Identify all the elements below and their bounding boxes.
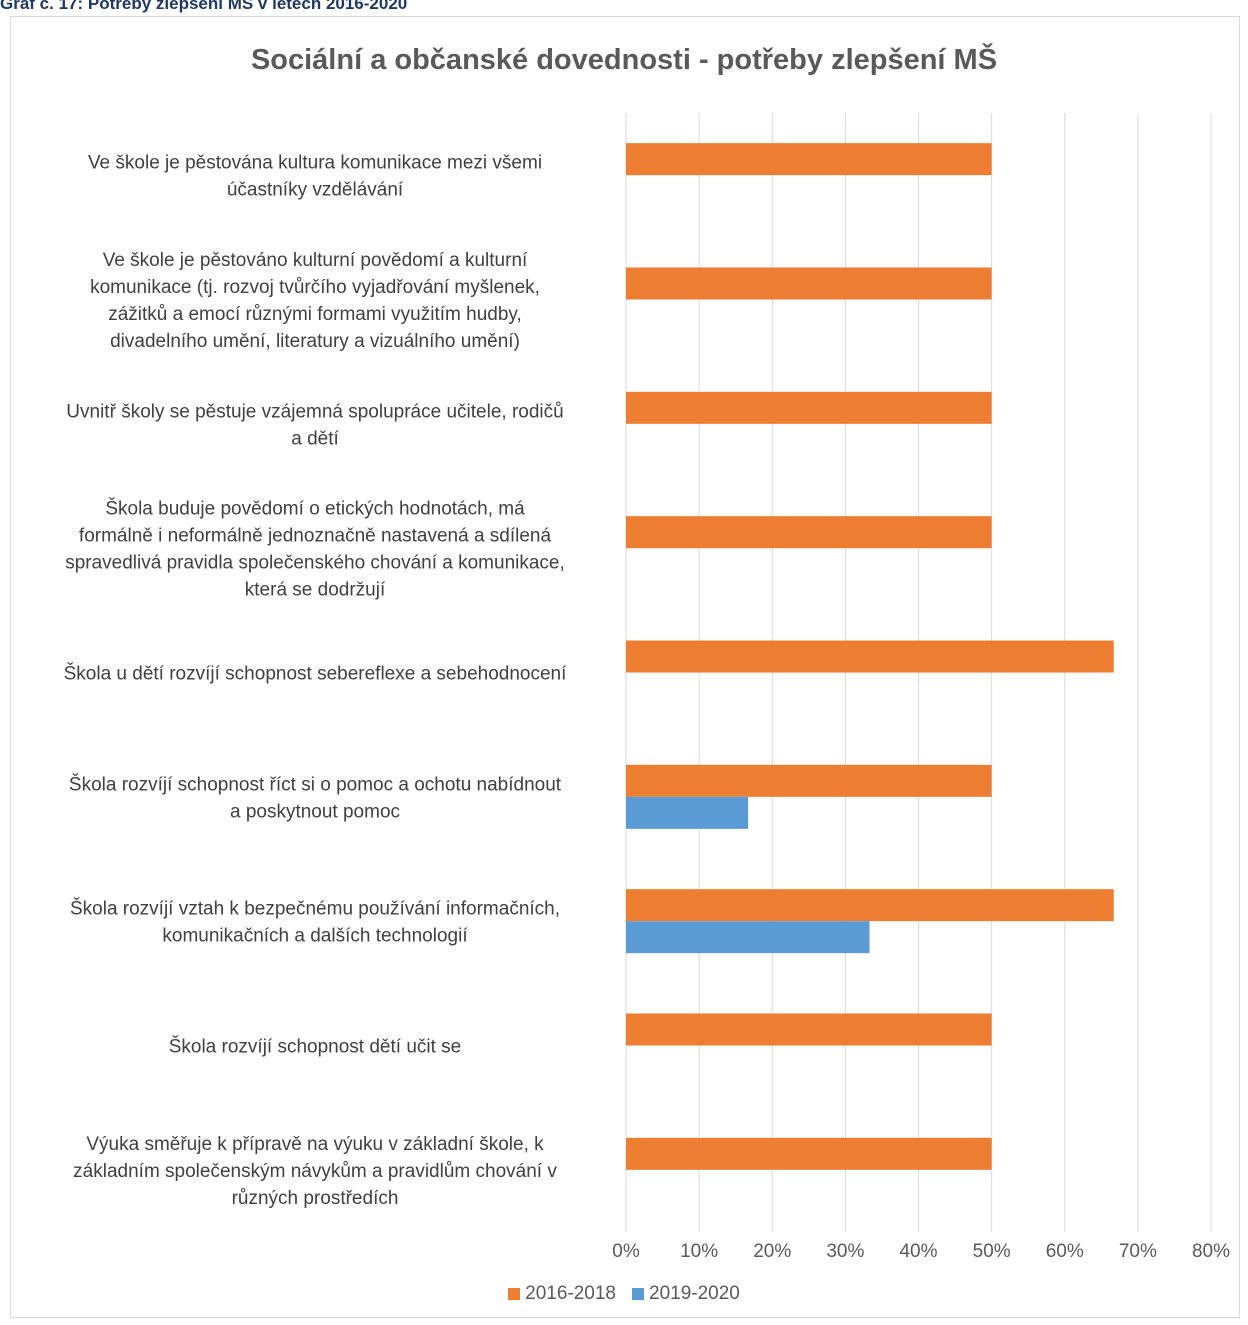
bar-2016-2018-1 xyxy=(626,267,992,300)
bar-2016-2018-8 xyxy=(626,1137,992,1170)
category-label: Škola rozvíjí schopnost říct si o pomoc … xyxy=(69,773,562,822)
x-tick-label: 80% xyxy=(1192,1241,1230,1262)
category-label: Ve škole je pěstováno kulturní povědomí … xyxy=(90,250,540,352)
x-tick-label: 70% xyxy=(1119,1241,1157,1262)
category-label: Uvnitř školy se pěstuje vzájemná spolupr… xyxy=(66,401,563,449)
legend-item-2016-2018: 2016-2018 xyxy=(508,1283,616,1305)
bar-2016-2018-5 xyxy=(626,764,992,797)
legend-swatch-2016-2018 xyxy=(508,1288,521,1300)
bar-2019-2020-6 xyxy=(626,921,870,954)
legend: 2016-2018 2019-2020 xyxy=(0,1283,1248,1305)
category-label: Škola buduje povědomí o etických hodnotá… xyxy=(65,498,565,601)
bar-2016-2018-4 xyxy=(626,640,1114,673)
chart-title: Sociální a občanské dovednosti - potřeby… xyxy=(250,44,998,76)
x-tick-label: 60% xyxy=(1046,1241,1084,1262)
x-tick-label: 0% xyxy=(612,1241,640,1262)
bar-2016-2018-2 xyxy=(626,391,992,424)
bar-2016-2018-6 xyxy=(626,889,1114,922)
x-tick-label: 40% xyxy=(899,1241,937,1262)
x-tick-label: 30% xyxy=(826,1241,864,1262)
x-tick-label: 10% xyxy=(680,1241,718,1262)
x-tick-label: 50% xyxy=(973,1241,1011,1262)
category-label: Škola rozvíjí schopnost dětí učit se xyxy=(169,1036,462,1058)
legend-label-2016-2018: 2016-2018 xyxy=(525,1283,616,1304)
bar-2016-2018-0 xyxy=(626,143,992,176)
bar-2016-2018-7 xyxy=(626,1013,992,1046)
figure-caption: Graf č. 17: Potřeby zlepšení MŠ v letech… xyxy=(0,0,408,13)
category-label: Škola u dětí rozvíjí schopnost seberefle… xyxy=(64,663,567,685)
bar-2016-2018-3 xyxy=(626,516,992,549)
bar-2019-2020-5 xyxy=(626,796,749,829)
category-label: Výuka směřuje k přípravě na výuku v zákl… xyxy=(73,1134,557,1209)
legend-item-2019-2020: 2019-2020 xyxy=(632,1283,740,1305)
category-label: Škola rozvíjí vztah k bezpečnému používá… xyxy=(70,898,560,947)
x-tick-label: 20% xyxy=(753,1241,791,1262)
category-label: Ve škole je pěstována kultura komunikace… xyxy=(88,153,542,201)
legend-swatch-2019-2020 xyxy=(632,1288,644,1300)
legend-label-2019-2020: 2019-2020 xyxy=(649,1283,740,1304)
